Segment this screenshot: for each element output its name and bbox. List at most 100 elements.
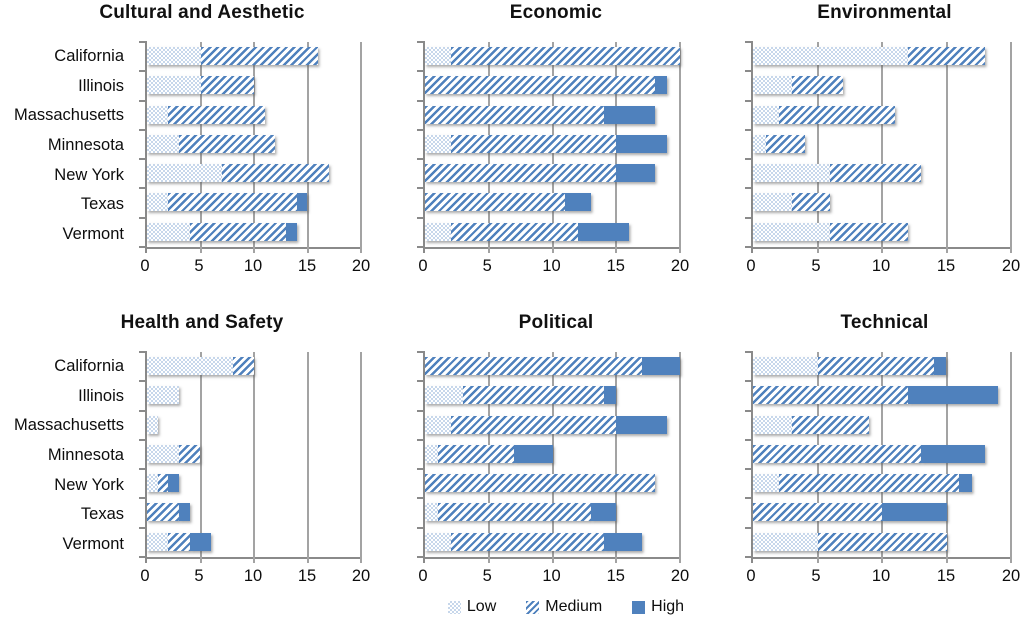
bar-segment-high xyxy=(616,134,668,153)
y-axis-tickmark xyxy=(745,128,753,131)
stacked-bar xyxy=(147,164,361,183)
stacked-bar xyxy=(147,222,361,241)
category-axis-labels: California Illinois Massachusetts Minnesota… xyxy=(0,42,133,249)
bar-segment-low xyxy=(753,474,779,493)
bar-segment-high xyxy=(189,532,212,551)
y-axis-tickmark xyxy=(139,556,147,558)
bar-segment-medium xyxy=(778,105,895,124)
chart-political: Political 0 5 10 15 20 xyxy=(415,312,697,612)
bar-segment-low xyxy=(753,532,818,551)
chart-economic: Economic 0 5 10 15 20 xyxy=(415,2,697,302)
stacked-bar xyxy=(425,474,680,493)
plot-area xyxy=(139,41,362,253)
bar-segment-medium xyxy=(753,503,882,522)
y-axis-tickmark xyxy=(417,468,425,471)
x-tick-label-10: 10 xyxy=(542,567,561,585)
x-tick-label-0: 0 xyxy=(140,567,150,585)
bar-row-illinois xyxy=(753,71,1011,100)
bar-row-new-york xyxy=(425,469,680,498)
chart-title: Health and Safety xyxy=(120,312,284,333)
bar-segment-medium xyxy=(450,532,604,551)
bar-row-minnesota xyxy=(147,440,361,469)
stacked-bar xyxy=(753,503,1011,522)
plot-area xyxy=(139,351,362,563)
stacked-bar xyxy=(753,415,1011,434)
stacked-bar xyxy=(425,105,680,124)
y-axis-tickmark xyxy=(745,99,753,102)
gridline-x-20 xyxy=(360,42,362,253)
bar-row-minnesota xyxy=(425,440,680,469)
stacked-bar xyxy=(147,134,361,153)
bar-segment-high xyxy=(603,386,617,405)
bar-segment-medium xyxy=(791,415,870,434)
bar-segment-low xyxy=(753,164,831,183)
bar-segment-medium xyxy=(791,76,844,95)
bar-row-california xyxy=(753,352,1011,381)
bar-segment-medium xyxy=(791,193,831,212)
stacked-bar xyxy=(425,444,680,463)
stacked-bar xyxy=(147,76,361,95)
bar-segment-high xyxy=(616,415,668,434)
stacked-bar xyxy=(425,222,680,241)
stacked-bar xyxy=(753,444,1011,463)
x-tick-label-15: 15 xyxy=(936,567,956,585)
bar-row-minnesota xyxy=(753,130,1011,159)
y-axis-tickmark xyxy=(139,526,147,529)
stacked-bar xyxy=(425,76,680,95)
y-axis-tickmark xyxy=(139,128,147,131)
y-axis-tickmark xyxy=(417,409,425,412)
chart-technical: Technical 0 5 10 15 20 xyxy=(745,312,1024,612)
stacked-bar xyxy=(425,415,680,434)
stacked-bar xyxy=(425,134,680,153)
x-tick-label-15: 15 xyxy=(606,567,625,585)
gridline-x-20 xyxy=(1010,352,1012,563)
category-label-california: California xyxy=(54,357,124,376)
bar-row-texas xyxy=(753,498,1011,527)
stacked-bar xyxy=(147,474,361,493)
y-axis-tickmark xyxy=(139,351,147,353)
plot-area xyxy=(745,351,1012,563)
legend-swatch-high xyxy=(632,600,646,614)
x-tick-label-20: 20 xyxy=(351,567,371,585)
bar-segment-high xyxy=(168,474,180,493)
bar-segment-low xyxy=(147,134,180,153)
bar-row-texas xyxy=(425,498,680,527)
bar-segment-low xyxy=(147,164,222,183)
bar-segment-high xyxy=(514,444,553,463)
category-label-massachusetts: Massachusetts xyxy=(13,106,124,125)
x-tick-label-15: 15 xyxy=(297,567,317,585)
bar-row-vermont xyxy=(753,528,1011,557)
gridline-x-10 xyxy=(253,352,255,563)
category-label-texas: Texas xyxy=(80,505,124,524)
x-tick-label-10: 10 xyxy=(871,257,891,275)
bar-row-texas xyxy=(147,498,361,527)
bar-segment-medium xyxy=(450,415,617,434)
bar-row-california xyxy=(147,352,361,381)
y-axis-tickmark xyxy=(417,70,425,73)
bar-row-illinois xyxy=(147,381,361,410)
bar-segment-high xyxy=(603,532,642,551)
x-axis-tick-labels: 0 5 10 15 20 xyxy=(140,257,370,279)
bar-segment-low xyxy=(425,47,451,65)
y-axis-tickmark xyxy=(745,216,753,219)
y-axis-tickmark xyxy=(745,497,753,500)
bar-row-california xyxy=(147,42,361,71)
stacked-bar xyxy=(753,193,1011,212)
x-tick-label-5: 5 xyxy=(194,257,204,275)
y-axis-tickmark xyxy=(745,438,753,441)
bar-segment-low xyxy=(425,222,451,241)
bar-row-illinois xyxy=(425,381,680,410)
bar-segment-low xyxy=(147,357,233,375)
y-axis-tickmark xyxy=(139,158,147,161)
bar-row-new-york xyxy=(753,159,1011,188)
gridline-x-20 xyxy=(679,352,681,563)
x-tick-label-20: 20 xyxy=(1001,567,1021,585)
bar-row-texas xyxy=(147,188,361,217)
legend-label: High xyxy=(651,598,685,615)
y-axis-tickmark xyxy=(139,497,147,500)
bar-row-minnesota xyxy=(425,130,680,159)
bar-row-new-york xyxy=(147,159,361,188)
x-tick-label-20: 20 xyxy=(1001,257,1021,275)
bar-segment-high xyxy=(590,503,617,522)
bar-segment-low xyxy=(753,47,908,65)
